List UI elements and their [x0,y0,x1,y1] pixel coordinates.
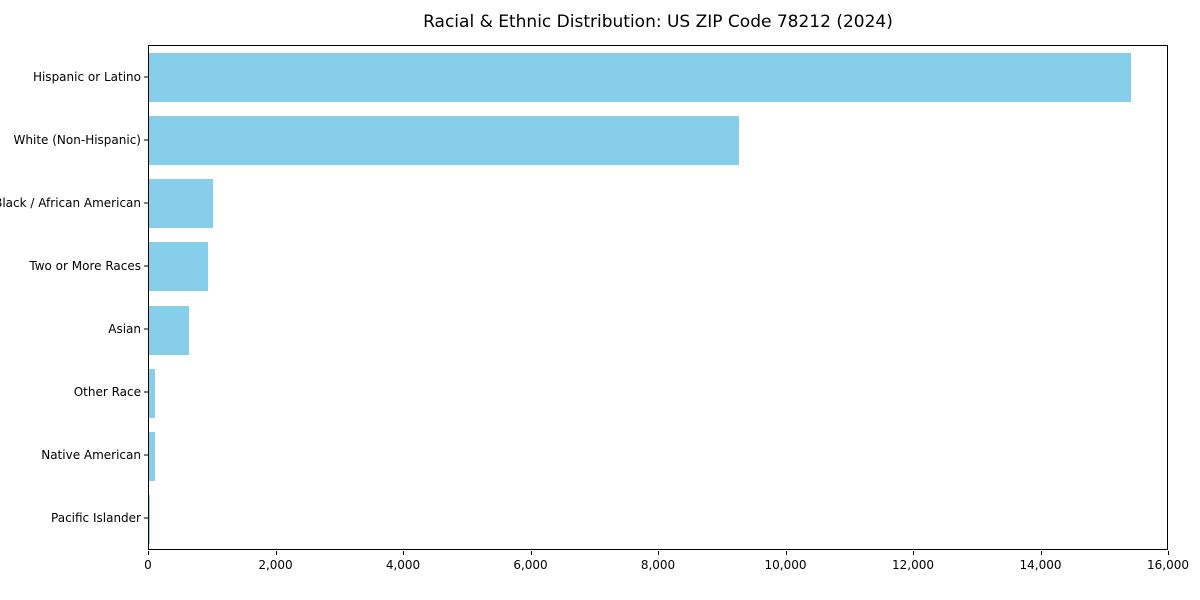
x-tick-mark [913,551,914,555]
x-tick-mark [1168,551,1169,555]
y-tick-label: Asian [108,322,141,337]
chart-title: Racial & Ethnic Distribution: US ZIP Cod… [423,12,893,32]
y-tick-label: Pacific Islander [51,511,141,526]
x-tick-mark [403,551,404,555]
bar-asian [149,305,189,355]
x-tick-mark [148,551,149,555]
y-tick-label: Black / African American [0,195,141,210]
x-tick-label: 14,000 [1019,558,1062,572]
bar-white-non-hispanic [149,116,739,166]
y-tick-mark [144,517,148,519]
bar-native-american [149,431,155,481]
x-tick-label: 6,000 [513,558,548,572]
x-tick-label: 4,000 [385,558,421,572]
y-tick-label: Native American [41,448,141,463]
x-tick-label: 2,000 [258,558,293,572]
y-tick-mark [144,76,148,78]
y-tick-mark [144,202,148,204]
y-tick-label: White (Non-Hispanic) [13,132,141,147]
y-tick-mark [144,265,148,267]
y-tick-label: Other Race [73,385,141,400]
bar-hispanic-or-latino [149,53,1131,103]
bar-two-or-more-races [149,242,208,292]
x-tick-label: 8,000 [640,558,676,572]
x-tick-mark [658,551,659,555]
x-tick-mark [1040,551,1042,555]
x-tick-mark [275,551,277,555]
plot-area [148,45,1168,550]
bar-pacific-islander [149,494,150,544]
bar-other-race [149,368,156,418]
y-tick-label: Two or More Races [29,258,141,273]
x-tick-mark [530,551,532,555]
bar-black-african-american [149,179,213,229]
y-tick-label: Hispanic or Latino [32,69,141,84]
x-tick-label: 12,000 [892,558,934,572]
x-tick-label: 16,000 [1147,558,1189,572]
y-tick-mark [144,328,148,330]
x-tick-label: 0 [144,558,152,572]
y-tick-mark [144,454,148,456]
x-tick-label: 10,000 [764,558,807,572]
y-tick-mark [144,391,148,393]
y-tick-mark [144,139,148,141]
x-tick-mark [785,551,787,555]
